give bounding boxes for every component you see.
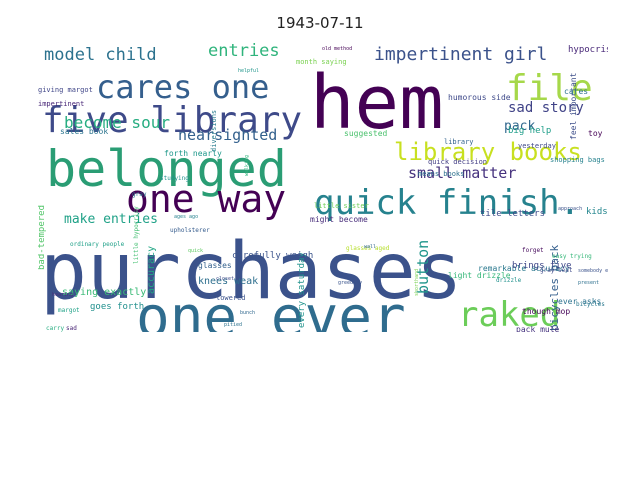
cloud-word: entries <box>208 41 280 61</box>
cloud-word: humorous side <box>448 93 511 102</box>
cloud-word: little sister <box>314 202 369 210</box>
cloud-word: walking <box>244 155 250 176</box>
cloud-word: old method <box>322 46 352 52</box>
cloud-word: forth nearly <box>164 149 222 158</box>
cloud-word: purchases <box>40 227 463 317</box>
cloud-word: shorthand <box>414 269 420 296</box>
cloud-word: bicycles back <box>548 245 561 331</box>
cloud-word: saying exactly <box>62 287 146 298</box>
cloud-word: feel important <box>569 72 578 140</box>
cloud-word: toy <box>588 129 603 138</box>
cloud-word: impertinent girl <box>374 44 547 65</box>
cloud-word: lowered <box>216 294 246 302</box>
cloud-word: raked <box>458 295 560 332</box>
cloud-word: drizzle <box>496 277 522 284</box>
cloud-word: shopping bags <box>550 156 605 164</box>
cloud-word: wall <box>364 244 376 250</box>
cloud-word: model child <box>44 45 157 65</box>
cloud-word: quick decision <box>428 158 487 166</box>
cloud-word: quick <box>188 248 203 254</box>
cloud-word: carry <box>46 325 64 332</box>
cloud-word: might become <box>310 215 368 224</box>
cloud-word: make entries <box>64 212 158 227</box>
cloud-word: belonged <box>46 140 287 198</box>
cloud-word: every saturday <box>297 252 307 328</box>
cloud-word: gray <box>132 191 147 198</box>
cloud-word: easy trying <box>552 253 592 260</box>
cloud-word: ages ago <box>174 214 198 220</box>
cloud-word: little hypocrisy <box>133 206 140 264</box>
cloud-word: button <box>414 240 432 294</box>
cloud-word: bunch <box>240 310 255 316</box>
cloud-word: file <box>506 68 593 109</box>
cloud-word: though mop <box>522 307 570 316</box>
cloud-word: big help <box>508 126 551 136</box>
cloud-word: pitied <box>224 322 242 328</box>
cloud-word: bad-tempered <box>38 205 47 270</box>
cloud-word: present <box>578 280 599 286</box>
cloud-word: library books <box>394 138 582 166</box>
cloud-word: bicycles <box>576 301 605 308</box>
cloud-word: sales book <box>60 127 108 136</box>
cloud-word: glasses <box>198 261 232 270</box>
cloud-word: cares one <box>96 68 269 106</box>
chart-title: 1943-07-11 <box>276 14 364 32</box>
cloud-word: pack <box>504 119 535 134</box>
cloud-word: greedily <box>338 280 362 286</box>
word-cloud-canvas: purchases hem belonged one ever five library… <box>38 41 608 332</box>
cloud-word: glasses aged <box>346 245 390 252</box>
cloud-word: yesterday <box>518 142 556 150</box>
cloud-word: ever asks <box>558 297 602 306</box>
cloud-word: goes forth <box>90 302 144 312</box>
cloud-word: helpful <box>238 68 259 74</box>
cloud-word: light drizzle <box>448 271 511 280</box>
cloud-word: quick finish. <box>314 183 580 223</box>
cloud-word: library <box>444 138 474 146</box>
cloud-word: closet <box>216 276 234 282</box>
cloud-word: diversions <box>210 110 218 152</box>
cloud-word: upholsterer <box>170 227 210 234</box>
cloud-word: impertinent <box>38 100 84 108</box>
cloud-word: small matter <box>408 164 516 182</box>
cloud-word: one way <box>126 177 286 221</box>
cloud-word: five library <box>42 100 302 141</box>
cloud-word: kids <box>586 207 608 217</box>
cloud-word: knees weak <box>198 276 258 287</box>
cloud-word: cares <box>564 87 588 96</box>
cloud-word: nearsighted <box>178 126 277 144</box>
word-cloud: purchases hem belonged one ever five library… <box>38 36 608 332</box>
cloud-word: suggested <box>344 129 388 138</box>
cloud-word: studying <box>160 175 189 182</box>
cloud-word: sad <box>66 325 77 332</box>
cloud-word: forget <box>522 247 544 254</box>
cloud-word: margot <box>58 307 80 314</box>
cloud-word: sad story <box>508 100 584 116</box>
cloud-word: somebody else <box>578 268 608 274</box>
cloud-word: accuracy <box>146 246 157 294</box>
cloud-word: carefully weigh <box>232 251 313 261</box>
cloud-word: brings five <box>512 261 572 271</box>
cloud-word: month saying <box>296 58 347 66</box>
cloud-word: remarkable accuracy <box>478 264 570 273</box>
cloud-word: ordinary people <box>70 241 125 248</box>
cloud-word: one ever <box>136 285 406 332</box>
cloud-word: hypocrisy <box>568 45 608 55</box>
cloud-word: hearing <box>52 292 73 298</box>
cloud-word: approach <box>558 206 582 212</box>
cloud-word: pack mule <box>516 325 560 332</box>
cloud-word: become sour <box>64 113 170 132</box>
cloud-word: hem <box>310 60 444 146</box>
cloud-word: gray seat <box>540 267 573 274</box>
cloud-word: giving margot <box>38 86 93 94</box>
cloud-word: tile letters <box>480 209 545 219</box>
cloud-word: means books <box>418 170 464 178</box>
